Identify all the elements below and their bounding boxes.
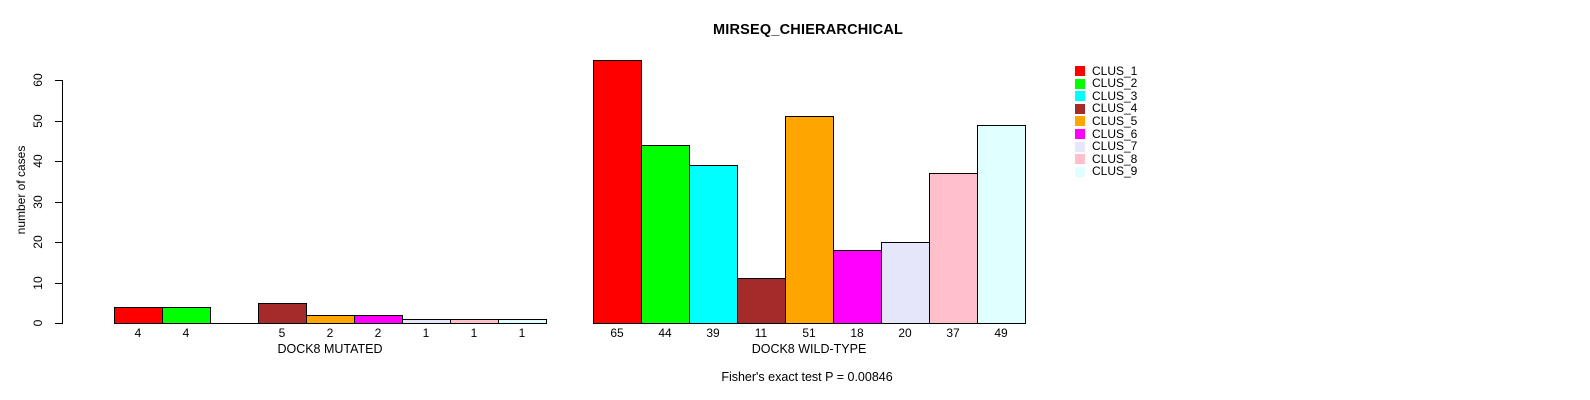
bar-value-label-CLUS_7-group2: 20 bbox=[898, 326, 912, 340]
y-tick-label-60: 60 bbox=[31, 73, 45, 87]
bar-CLUS_3-group2 bbox=[689, 165, 738, 324]
legend-swatch-CLUS_2 bbox=[1075, 78, 1085, 89]
legend-swatch-CLUS_3 bbox=[1075, 91, 1085, 102]
bar-value-label-CLUS_9-group2: 49 bbox=[994, 326, 1008, 340]
legend-label-CLUS_6: CLUS_6 bbox=[1092, 126, 1138, 141]
y-tick-60 bbox=[55, 80, 62, 81]
y-axis-line bbox=[62, 80, 63, 324]
bar-CLUS_7-group1 bbox=[402, 319, 451, 324]
bar-CLUS_2-group1 bbox=[162, 307, 211, 324]
legend-label-CLUS_3: CLUS_3 bbox=[1092, 88, 1138, 103]
x-group-label-dock8-mutated: DOCK8 MUTATED bbox=[277, 342, 383, 356]
y-axis-label: number of cases bbox=[14, 145, 28, 235]
legend-swatch-CLUS_8 bbox=[1075, 154, 1085, 165]
legend-swatch-CLUS_1 bbox=[1075, 66, 1085, 76]
bar-value-label-CLUS_6-group1: 2 bbox=[374, 326, 382, 340]
legend-swatch-CLUS_9 bbox=[1075, 166, 1085, 177]
bar-value-label-CLUS_8-group1: 1 bbox=[470, 326, 478, 340]
bar-value-label-CLUS_1-group1: 4 bbox=[134, 326, 142, 340]
bar-value-label-CLUS_8-group2: 37 bbox=[946, 326, 960, 340]
bar-value-label-CLUS_5-group2: 51 bbox=[802, 326, 816, 340]
bar-value-label-CLUS_4-group1: 5 bbox=[278, 326, 286, 340]
x-group-label-dock8-wild-type: DOCK8 WILD-TYPE bbox=[751, 342, 867, 356]
bar-value-label-CLUS_9-group1: 1 bbox=[518, 326, 526, 340]
legend-label-CLUS_9: CLUS_9 bbox=[1092, 164, 1138, 179]
bar-CLUS_7-group2 bbox=[881, 242, 930, 324]
bar-CLUS_6-group1 bbox=[354, 315, 403, 324]
legend-label-CLUS_7: CLUS_7 bbox=[1092, 139, 1138, 154]
legend-swatch-CLUS_5 bbox=[1075, 116, 1085, 127]
chart-title: MIRSEQ_CHIERARCHICAL bbox=[712, 22, 904, 38]
bar-CLUS_1-group2 bbox=[593, 60, 642, 324]
bar-value-label-CLUS_5-group1: 2 bbox=[326, 326, 334, 340]
legend-label-CLUS_4: CLUS_4 bbox=[1092, 101, 1138, 116]
bar-value-label-CLUS_2-group1: 4 bbox=[182, 326, 190, 340]
bar-CLUS_3-group1 bbox=[210, 323, 259, 324]
bar-CLUS_9-group2 bbox=[977, 125, 1026, 324]
bar-value-label-CLUS_7-group1: 1 bbox=[422, 326, 430, 340]
y-tick-label-30: 30 bbox=[31, 194, 45, 209]
bar-CLUS_2-group2 bbox=[641, 145, 690, 324]
y-tick-label-50: 50 bbox=[31, 113, 45, 128]
bar-CLUS_9-group1 bbox=[498, 319, 547, 324]
y-tick-10 bbox=[55, 282, 62, 284]
bar-CLUS_5-group2 bbox=[785, 116, 834, 324]
legend-label-CLUS_5: CLUS_5 bbox=[1092, 113, 1138, 128]
y-tick-30 bbox=[55, 201, 62, 203]
fisher-test-annotation: Fisher's exact test P = 0.00846 bbox=[721, 370, 893, 384]
bar-CLUS_4-group1 bbox=[258, 303, 307, 324]
bar-CLUS_4-group2 bbox=[737, 278, 786, 324]
legend-label-CLUS_2: CLUS_2 bbox=[1092, 76, 1138, 91]
bar-CLUS_1-group1 bbox=[114, 307, 163, 324]
bar-value-label-CLUS_1-group2: 65 bbox=[610, 326, 624, 340]
legend-swatch-CLUS_7 bbox=[1075, 141, 1085, 152]
y-tick-50 bbox=[55, 120, 62, 122]
bar-value-label-CLUS_3-group2: 39 bbox=[706, 326, 720, 340]
bar-CLUS_8-group2 bbox=[929, 173, 978, 324]
y-tick-label-40: 40 bbox=[31, 154, 45, 168]
y-tick-20 bbox=[55, 242, 62, 243]
y-tick-0 bbox=[55, 323, 62, 324]
legend-swatch-CLUS_6 bbox=[1075, 129, 1085, 139]
bar-CLUS_8-group1 bbox=[450, 319, 499, 324]
bar-value-label-CLUS_6-group2: 18 bbox=[850, 326, 864, 340]
bar-CLUS_5-group1 bbox=[306, 315, 355, 324]
y-tick-label-10: 10 bbox=[31, 275, 45, 290]
legend-swatch-CLUS_4 bbox=[1075, 103, 1085, 114]
bar-CLUS_6-group2 bbox=[833, 250, 882, 324]
y-tick-40 bbox=[55, 161, 62, 162]
legend-label-CLUS_1: CLUS_1 bbox=[1092, 63, 1138, 78]
y-tick-label-20: 20 bbox=[31, 235, 45, 249]
bar-value-label-CLUS_4-group2: 11 bbox=[754, 326, 768, 340]
y-tick-label-0: 0 bbox=[31, 319, 45, 327]
bar-value-label-CLUS_2-group2: 44 bbox=[658, 326, 672, 340]
legend-label-CLUS_8: CLUS_8 bbox=[1092, 151, 1138, 166]
